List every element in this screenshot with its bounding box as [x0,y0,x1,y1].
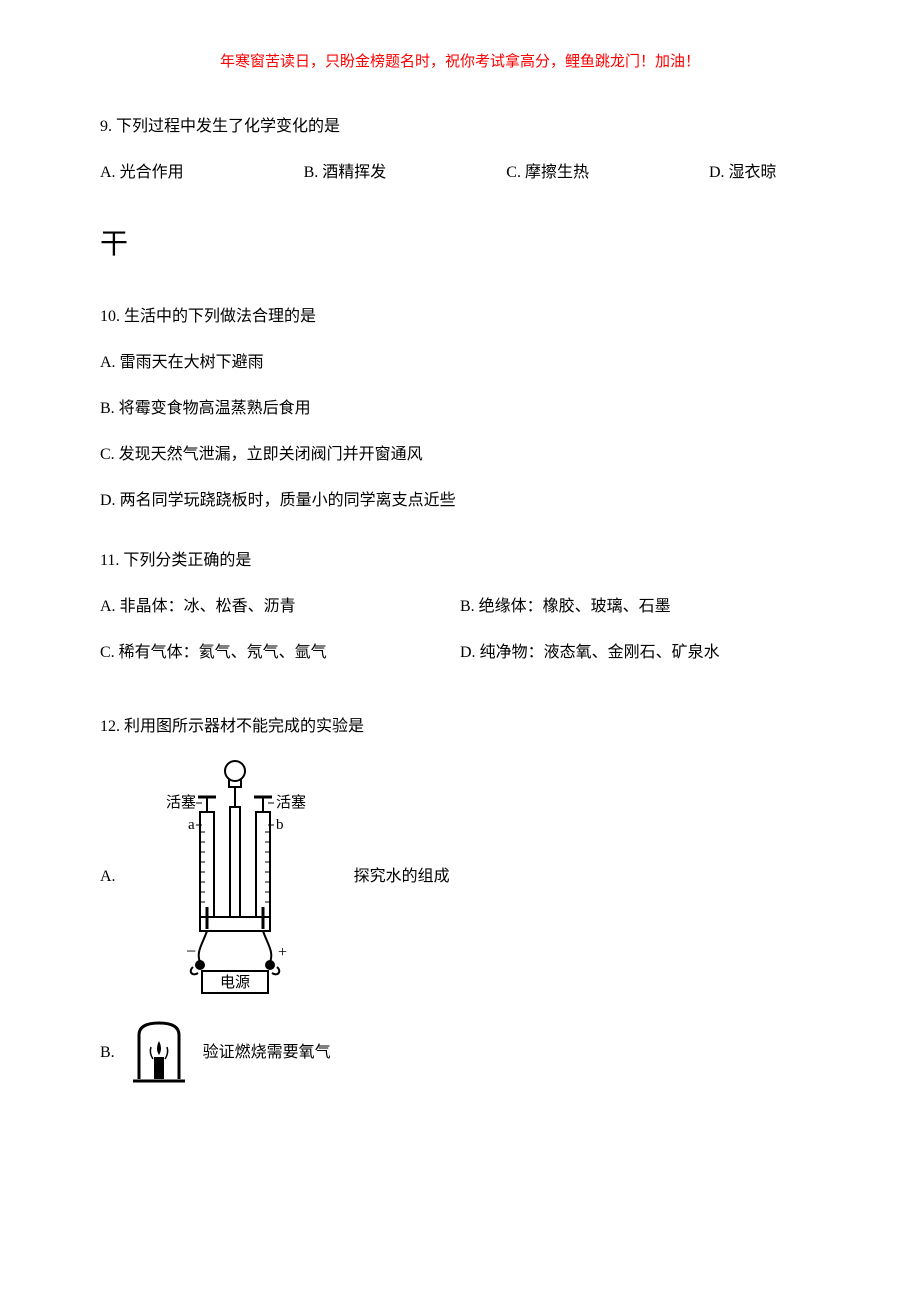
q12-a-title: 探究水的组成 [354,861,450,893]
q9-option-c: C. 摩擦生热 [506,157,589,189]
q11-c-label: C. [100,644,115,661]
q11-option-a: A. 非晶体：冰、松香、沥青 [100,591,460,623]
q10-a-label: A. [100,354,116,371]
question-9-stem: 9. 下列过程中发生了化学变化的是 [100,111,820,143]
q9-options: A. 光合作用 B. 酒精挥发 C. 摩擦生热 D. 湿衣晾 [100,157,820,197]
q11-stem-text: 下列分类正确的是 [123,552,251,569]
q9-stem-text: 下列过程中发生了化学变化的是 [116,118,340,135]
q11-option-b: B. 绝缘体：橡胶、玻璃、石墨 [460,591,820,623]
q10-a-text: 雷雨天在大树下避雨 [120,354,264,371]
q11-d-text: 纯净物：液态氧、金刚石、矿泉水 [480,644,720,661]
q9-number: 9. [100,118,112,135]
q12-number: 12. [100,718,120,735]
question-11: 11. 下列分类正确的是 A. 非晶体：冰、松香、沥青 B. 绝缘体：橡胶、玻璃… [100,545,820,683]
q9-a-text: 光合作用 [120,164,184,181]
q11-option-c: C. 稀有气体：氦气、氖气、氩气 [100,637,460,669]
q11-c-text: 稀有气体：氦气、氖气、氩气 [119,644,327,661]
q11-option-d: D. 纯净物：液态氧、金刚石、矿泉水 [460,637,820,669]
q10-number: 10. [100,308,120,325]
fig-a-label-plus: + [278,944,287,961]
q9-d-label: D. [709,164,725,181]
question-10: 10. 生活中的下列做法合理的是 A. 雷雨天在大树下避雨 B. 将霉变食物高温… [100,301,820,517]
q9-c-text: 摩擦生热 [525,164,589,181]
q9-d-text: 湿衣晾 [729,164,777,181]
q11-options: A. 非晶体：冰、松香、沥青 B. 绝缘体：橡胶、玻璃、石墨 C. 稀有气体：氦… [100,591,820,683]
q9-b-text: 酒精挥发 [322,164,386,181]
q11-number: 11. [100,552,119,569]
q12-option-b: B. 验证燃烧需要氧气 [100,1017,820,1089]
q9-option-b: B. 酒精挥发 [304,157,387,189]
fig-a-label-minus: − [186,941,196,961]
q10-d-text: 两名同学玩跷跷板时，质量小的同学离支点近些 [120,492,456,509]
q9-option-d: D. 湿衣晾 [709,157,777,189]
q9-a-label: A. [100,164,116,181]
q10-b-label: B. [100,400,115,417]
q10-b-text: 将霉变食物高温蒸熟后食用 [119,400,311,417]
q12-b-title: 验证燃烧需要氧气 [203,1037,331,1069]
q9-option-a: A. 光合作用 [100,157,184,189]
fig-a-label-b: b [276,817,284,833]
q10-c-text: 发现天然气泄漏，立即关闭阀门并开窗通风 [119,446,423,463]
q10-d-label: D. [100,492,116,509]
q10-c-label: C. [100,446,115,463]
q10-stem-text: 生活中的下列做法合理的是 [124,308,316,325]
fig-a-label-piston-right: 活塞 [276,793,306,811]
q12-option-a: A. 活塞 活塞 a b [100,757,820,997]
electrolysis-apparatus-icon: 活塞 活塞 a b [130,757,340,997]
q10-option-a: A. 雷雨天在大树下避雨 [100,347,820,379]
q11-b-label: B. [460,598,475,615]
q12-a-label: A. [100,861,116,893]
q12-b-label: B. [100,1037,115,1069]
q10-option-d: D. 两名同学玩跷跷板时，质量小的同学离支点近些 [100,485,820,517]
question-9: 9. 下列过程中发生了化学变化的是 A. 光合作用 B. 酒精挥发 C. 摩擦生… [100,111,820,273]
fig-a-label-power: 电源 [220,974,250,991]
q10-option-b: B. 将霉变食物高温蒸熟后食用 [100,393,820,425]
fig-a-label-piston-left: 活塞 [166,793,196,811]
question-10-stem: 10. 生活中的下列做法合理的是 [100,301,820,333]
q11-b-text: 绝缘体：橡胶、玻璃、石墨 [479,598,671,615]
q9-b-label: B. [304,164,319,181]
q12-stem-text: 利用图所示器材不能完成的实验是 [124,718,364,735]
bell-jar-candle-icon [129,1017,189,1089]
question-12-stem: 12. 利用图所示器材不能完成的实验是 [100,711,820,743]
q11-a-text: 非晶体：冰、松香、沥青 [120,598,296,615]
header-note: 年寒窗苦读日，只盼金榜题名时，祝你考试拿高分，鲤鱼跳龙门！加油！ [100,50,820,71]
fig-a-label-a: a [188,817,195,833]
q11-d-label: D. [460,644,476,661]
q9-option-d-cont: 干 [100,217,820,273]
question-12: 12. 利用图所示器材不能完成的实验是 A. 活塞 活塞 [100,711,820,1089]
q9-c-label: C. [506,164,521,181]
question-11-stem: 11. 下列分类正确的是 [100,545,820,577]
q10-option-c: C. 发现天然气泄漏，立即关闭阀门并开窗通风 [100,439,820,471]
q11-a-label: A. [100,598,116,615]
